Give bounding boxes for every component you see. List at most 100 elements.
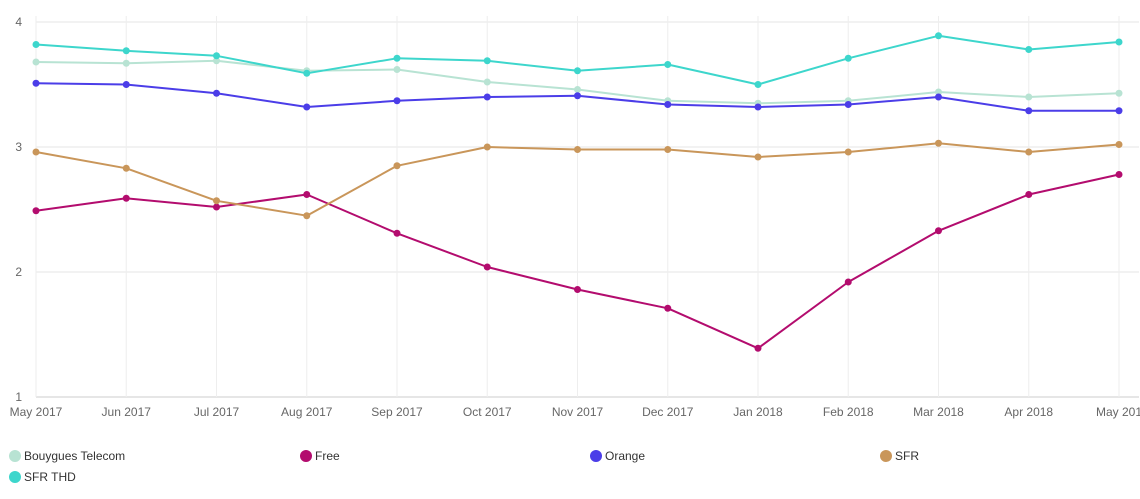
data-point	[935, 93, 942, 101]
data-point	[935, 139, 942, 147]
data-point	[1025, 191, 1033, 198]
x-tick-label: May 2017	[10, 405, 63, 419]
legend-item: SFR	[880, 449, 919, 463]
data-point	[1115, 171, 1123, 178]
data-point	[1115, 38, 1123, 46]
data-point	[303, 212, 311, 220]
data-point	[213, 52, 220, 60]
x-tick-label: Jan 2018	[733, 405, 783, 419]
data-point	[935, 32, 942, 40]
data-point	[32, 148, 40, 156]
data-point	[574, 146, 581, 153]
x-tick-label: Oct 2017	[463, 405, 512, 419]
legend-item: Free	[300, 449, 340, 463]
data-point	[844, 148, 852, 156]
data-point	[754, 153, 762, 161]
data-point	[754, 344, 762, 352]
data-point	[122, 81, 130, 88]
data-point	[213, 203, 220, 211]
y-tick-label: 1	[15, 390, 22, 404]
legend-label: Orange	[605, 449, 645, 463]
data-point	[754, 81, 762, 88]
data-point	[574, 286, 581, 293]
x-tick-label: Nov 2017	[552, 405, 604, 419]
data-point	[935, 227, 942, 235]
data-point	[1115, 107, 1123, 115]
data-point	[844, 278, 852, 286]
data-point	[122, 164, 130, 172]
data-point	[393, 54, 401, 62]
data-point	[483, 78, 491, 86]
x-tick-label: Aug 2017	[281, 405, 333, 419]
legend-item: SFR THD	[9, 470, 76, 484]
data-point	[664, 146, 672, 153]
y-tick-label: 2	[15, 265, 22, 279]
data-point	[935, 88, 942, 96]
data-point	[664, 101, 672, 108]
legend-marker	[300, 450, 312, 462]
series-bouygues-telecom	[32, 57, 1123, 107]
data-point	[122, 59, 130, 67]
data-point	[574, 86, 581, 93]
y-tick-label: 3	[15, 140, 22, 154]
series-lines	[32, 32, 1123, 352]
x-tick-label: May 201	[1096, 405, 1140, 419]
data-point	[574, 67, 581, 75]
data-point	[303, 103, 311, 111]
legend-label: SFR	[895, 449, 919, 463]
data-point	[393, 229, 401, 237]
data-point	[303, 191, 311, 198]
data-point	[1115, 141, 1123, 148]
data-point	[213, 89, 220, 97]
data-point	[393, 66, 401, 73]
legend-marker	[880, 450, 892, 462]
x-tick-label: Apr 2018	[1004, 405, 1053, 419]
data-point	[213, 57, 220, 65]
legend: Bouygues Telecom Free Orange SFR SFR THD	[9, 449, 919, 484]
data-point	[32, 79, 40, 87]
legend-label: SFR THD	[24, 470, 76, 484]
data-point	[32, 41, 40, 48]
data-point	[303, 69, 311, 77]
data-point	[574, 92, 581, 100]
data-point	[483, 143, 491, 151]
legend-item: Orange	[590, 449, 645, 463]
data-point	[483, 57, 491, 65]
x-tick-label: Jul 2017	[194, 405, 240, 419]
legend-marker	[590, 450, 602, 462]
data-point	[122, 194, 130, 202]
y-tick-label: 4	[15, 15, 22, 29]
series-sfr-thd	[32, 32, 1123, 88]
data-point	[664, 61, 672, 68]
legend-label: Free	[315, 449, 340, 463]
x-tick-label: Sep 2017	[371, 405, 423, 419]
data-point	[1115, 89, 1123, 97]
data-point	[122, 47, 130, 55]
x-tick-label: Dec 2017	[642, 405, 694, 419]
data-point	[1025, 148, 1033, 156]
data-point	[844, 101, 852, 108]
data-point	[754, 103, 762, 111]
data-point	[483, 93, 491, 101]
x-tick-label: Mar 2018	[913, 405, 964, 419]
data-point	[393, 162, 401, 170]
x-tick-label: Jun 2017	[102, 405, 152, 419]
data-point	[213, 197, 220, 205]
grid	[35, 16, 1139, 398]
axes: 1 2 3 4 May 2017 Jun 2017 Jul 2017 Aug 2017 Sep …	[10, 15, 1140, 419]
legend-label: Bouygues Telecom	[24, 449, 125, 463]
data-point	[1025, 107, 1033, 115]
series-orange	[32, 79, 1123, 115]
data-point	[1025, 93, 1033, 101]
legend-item: Bouygues Telecom	[9, 449, 125, 463]
data-point	[483, 263, 491, 271]
series-sfr	[32, 139, 1123, 220]
data-point	[32, 207, 40, 215]
data-point	[844, 54, 852, 62]
data-point	[1025, 46, 1033, 53]
data-point	[393, 97, 401, 105]
legend-marker	[9, 450, 21, 462]
series-free	[32, 171, 1123, 352]
